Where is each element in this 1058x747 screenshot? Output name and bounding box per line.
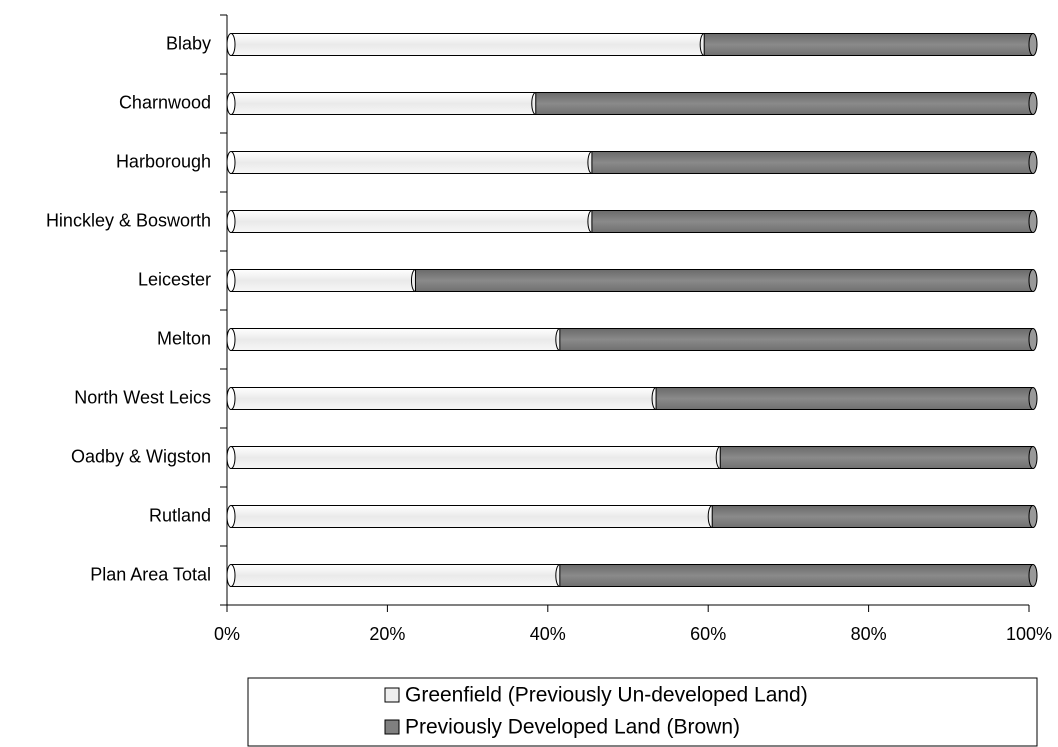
bar-segment [591, 151, 1034, 174]
y-tick-label: Blaby [166, 33, 211, 53]
legend-label: Previously Developed Land (Brown) [405, 716, 740, 739]
bar-end [226, 387, 236, 410]
bar-end [226, 151, 236, 174]
bar-segment [230, 446, 721, 469]
bar-end [226, 33, 236, 56]
legend-label: Greenfield (Previously Un-developed Land… [405, 684, 808, 707]
bar-segment [711, 505, 1034, 528]
x-tick-label: 100% [1006, 624, 1052, 644]
bar-segment [230, 33, 705, 56]
y-tick-label: Charnwood [119, 92, 211, 112]
bar-cap [1028, 446, 1038, 469]
bar-end [226, 446, 236, 469]
bar-segment [719, 446, 1034, 469]
y-tick-label: Melton [157, 328, 211, 348]
bar-segment [230, 210, 593, 233]
bar-end [226, 328, 236, 351]
bar-segment [535, 92, 1034, 115]
bar-segment [559, 564, 1034, 587]
y-tick-label: Harborough [116, 151, 211, 171]
bar-cap [1028, 151, 1038, 174]
bar-cap [1028, 92, 1038, 115]
bar-end [226, 210, 236, 233]
bar-end [226, 505, 236, 528]
bar-segment [230, 328, 561, 351]
x-tick-label: 80% [851, 624, 887, 644]
bar-segment [230, 387, 657, 410]
bar-segment [230, 92, 537, 115]
bar-segment [230, 269, 416, 292]
bar-segment [230, 564, 561, 587]
x-tick-label: 0% [214, 624, 240, 644]
y-tick-label: North West Leics [74, 387, 211, 407]
y-tick-label: Hinckley & Bosworth [46, 210, 211, 230]
bar-cap [1028, 210, 1038, 233]
bar-end [226, 92, 236, 115]
legend-swatch [384, 687, 400, 703]
legend: Greenfield (Previously Un-developed Land… [384, 684, 808, 739]
x-tick-label: 40% [530, 624, 566, 644]
legend-box [247, 677, 1038, 747]
y-tick-label: Plan Area Total [90, 564, 211, 584]
bar-segment [230, 151, 593, 174]
bar-end [226, 269, 236, 292]
bar-cap [1028, 328, 1038, 351]
bar-cap [1028, 33, 1038, 56]
bar-cap [1028, 564, 1038, 587]
y-tick-label: Leicester [138, 269, 211, 289]
x-tick-label: 60% [690, 624, 726, 644]
bar-segment [703, 33, 1034, 56]
y-tick-label: Oadby & Wigston [71, 446, 211, 466]
x-tick-label: 20% [369, 624, 405, 644]
legend-swatch [384, 719, 400, 735]
bar-segment [591, 210, 1034, 233]
bar-segment [414, 269, 1034, 292]
y-tick-label: Rutland [149, 505, 211, 525]
bar-segment [559, 328, 1034, 351]
bar-segment [230, 505, 713, 528]
bar-cap [1028, 505, 1038, 528]
bar-segment [655, 387, 1034, 410]
bar-end [226, 564, 236, 587]
bar-cap [1028, 387, 1038, 410]
bar-cap [1028, 269, 1038, 292]
